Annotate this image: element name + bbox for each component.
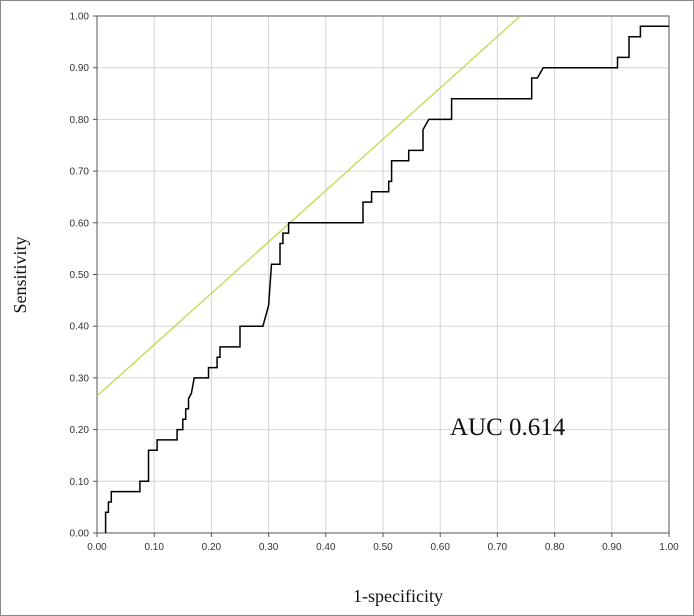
- y-tick-label: 0.40: [70, 322, 90, 333]
- y-tick-label: 0.00: [70, 529, 90, 540]
- x-tick-label: 1.00: [659, 542, 679, 553]
- tick-labels: 0.00 0.10 0.20 0.30 0.40 0.50 0.60 0.70 0.80 0.90…: [70, 12, 680, 554]
- x-tick-label: 0.40: [316, 542, 336, 553]
- y-tick-label: 0.50: [70, 270, 90, 281]
- y-tick-label: 0.90: [70, 63, 90, 74]
- x-tick-label: 0.90: [602, 542, 622, 553]
- x-tick-label: 0.60: [430, 542, 450, 553]
- x-tick-label: 0.10: [144, 542, 164, 553]
- series-layer: [96, 15, 669, 533]
- reference-line: [96, 15, 521, 397]
- x-tick-label: 0.30: [259, 542, 279, 553]
- auc-annotation: AUC 0.614: [450, 414, 566, 441]
- x-axis-title: 1-specificity: [353, 586, 443, 606]
- y-tick-label: 0.30: [70, 373, 90, 384]
- x-tick-label: 0.20: [202, 542, 222, 553]
- y-tick-label: 0.70: [70, 167, 90, 178]
- y-tick-label: 1.00: [70, 12, 90, 23]
- x-tick-label: 0.50: [373, 542, 393, 553]
- y-tick-label: 0.80: [70, 115, 90, 126]
- grid: [96, 15, 670, 534]
- y-tick-label: 0.60: [70, 218, 90, 229]
- x-tick-label: 0.70: [488, 542, 508, 553]
- y-axis-title: Sensitivity: [10, 236, 30, 313]
- x-tick-label: 0.80: [545, 542, 565, 553]
- y-tick-label: 0.10: [70, 477, 90, 488]
- y-tick-label: 0.20: [70, 425, 90, 436]
- roc-curve-line: [104, 25, 669, 533]
- x-tick-label: 0.00: [87, 542, 107, 553]
